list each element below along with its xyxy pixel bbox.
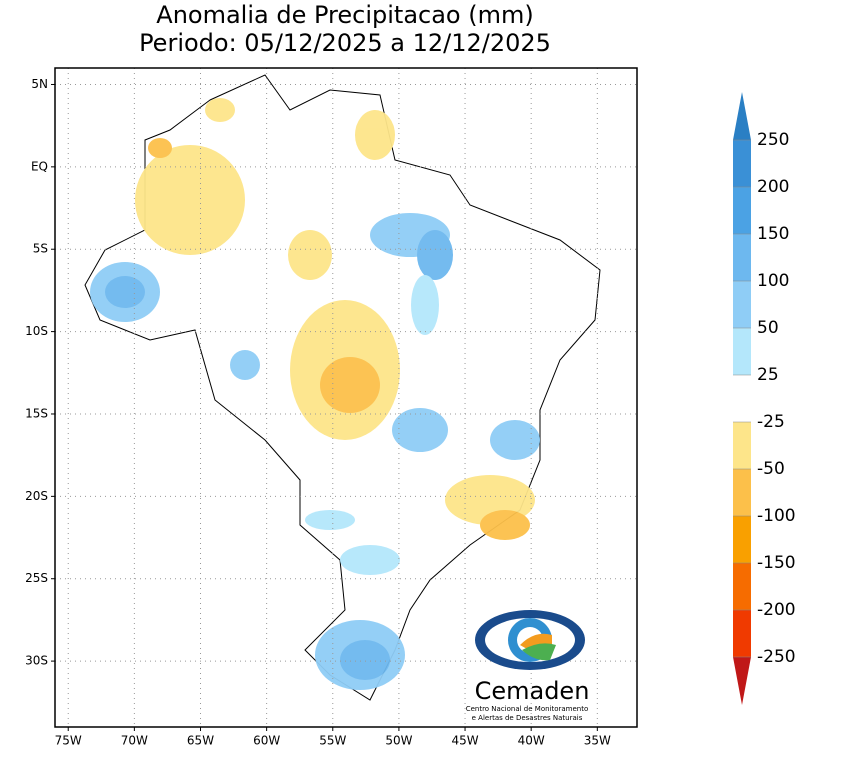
map-subtitle: Periodo: 05/12/2025 a 12/12/2025 [139, 29, 551, 57]
lat-tick-label: 20S [25, 489, 48, 503]
colorbar-band [733, 187, 751, 234]
colorbar-arrow [733, 92, 751, 140]
lon-tick-label: 70W [121, 734, 148, 748]
logo-name: Cemaden [475, 677, 590, 705]
colorbar-label: -250 [757, 647, 796, 667]
lon-tick-label: 75W [55, 734, 82, 748]
colorbar-label: 25 [757, 365, 779, 385]
colorbar: 250 200 150 100 50 25 -25 -50 -100 -150 -200 -250 [733, 92, 796, 705]
colorbar-band [733, 281, 751, 328]
lat-tick-label: 10S [25, 324, 48, 338]
colorbar-label: -25 [757, 412, 785, 432]
colorbar-band [733, 140, 751, 187]
colorbar-band [733, 234, 751, 281]
lon-tick-label: 40W [518, 734, 545, 748]
colorbar-label: -150 [757, 553, 796, 573]
lon-tick-label: 65W [187, 734, 214, 748]
lon-tick-label: 55W [319, 734, 346, 748]
lon-tick-label: 35W [584, 734, 611, 748]
lat-tick-label: 15S [25, 406, 48, 420]
lon-tick-label: 60W [253, 734, 280, 748]
colorbar-label: -200 [757, 600, 796, 620]
lat-tick-label: 30S [25, 654, 48, 668]
colorbar-band [733, 422, 751, 469]
logo: Cemaden Centro Nacional de Monitoramento… [466, 610, 590, 722]
lat-tick-label: EQ [31, 159, 48, 173]
map-area [55, 68, 637, 727]
colorbar-label: 100 [757, 271, 789, 291]
colorbar-arrow [733, 657, 751, 705]
colorbar-band [733, 375, 751, 422]
colorbar-band [733, 469, 751, 516]
colorbar-band [733, 563, 751, 610]
colorbar-label: -50 [757, 459, 785, 479]
lon-tick-label: 50W [385, 734, 412, 748]
colorbar-band [733, 516, 751, 563]
colorbar-label: 250 [757, 130, 789, 150]
colorbar-label: 50 [757, 318, 779, 338]
logo-line: e Alertas de Desastres Naturais [472, 714, 583, 722]
logo-line: Centro Nacional de Monitoramento [466, 705, 589, 713]
colorbar-label: 150 [757, 224, 789, 244]
colorbar-band [733, 328, 751, 375]
lon-tick-label: 45W [451, 734, 478, 748]
map-title: Anomalia de Precipitacao (mm) [156, 1, 533, 29]
map-frame [54, 67, 638, 728]
lat-tick-label: 5N [31, 77, 48, 91]
lat-tick-label: 25S [25, 571, 48, 585]
lat-tick-label: 5S [33, 242, 48, 256]
colorbar-label: -100 [757, 506, 796, 526]
colorbar-band [733, 610, 751, 657]
anomaly-fields [90, 98, 540, 690]
grid [55, 68, 637, 727]
colorbar-label: 200 [757, 177, 789, 197]
